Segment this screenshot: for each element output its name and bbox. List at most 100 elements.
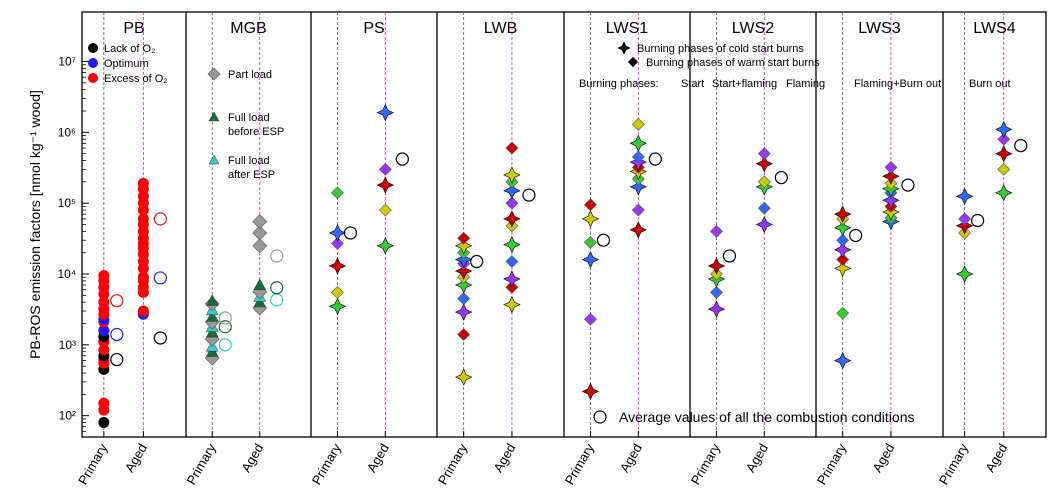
mgb-legend-label: Full load (228, 112, 270, 124)
data-point-lws2-primary (710, 224, 723, 238)
average-marker (110, 294, 124, 308)
y-tick-label: 10⁵ (58, 196, 76, 210)
data-point-ps-aged (376, 103, 395, 122)
y-tick-label: 10⁴ (57, 267, 76, 281)
data-point-lws2-aged (755, 155, 774, 173)
data-point-lws1-primary (584, 312, 597, 326)
y-tick-label: 10² (59, 409, 76, 423)
y-tick-label: 10⁷ (58, 55, 76, 69)
data-point-lwb-aged (503, 295, 521, 314)
data-point-ps-aged (376, 176, 395, 194)
pb-legend-marker (88, 73, 98, 83)
data-point-pb-primary (98, 344, 110, 356)
data-point-lwb-primary (457, 292, 471, 305)
mgb-legend-label: before ESP (228, 126, 284, 138)
x-tick-label: Primary (435, 441, 471, 488)
data-point-lws1-primary (581, 382, 600, 401)
data-point-lws4-aged (997, 132, 1011, 146)
data-point-lws1-primary (581, 250, 600, 269)
data-point-lwb-aged (505, 141, 519, 155)
burn-legend-label: Burning phases of cold start burns (637, 43, 804, 55)
mgb-legend-marker (208, 154, 220, 165)
data-point-lws1-primary (584, 198, 597, 212)
average-marker (971, 213, 985, 228)
warm-start-legend-marker (627, 56, 639, 68)
data-point-pb-primary (98, 270, 110, 282)
data-point-lws2-primary (707, 300, 726, 318)
mgb-legend-marker (207, 67, 221, 81)
average-marker (470, 254, 484, 269)
average-marker (1014, 138, 1028, 153)
data-point-lwb-primary (454, 237, 473, 255)
average-marker (110, 327, 124, 342)
data-point-lws2-aged (757, 147, 771, 161)
average-marker (901, 178, 915, 192)
pb-legend-marker (88, 58, 98, 68)
data-point-lwb-aged (503, 235, 521, 254)
x-tick-label: Aged (238, 441, 266, 475)
data-point-lwb-aged (505, 196, 519, 210)
phase-label: Flaming (786, 78, 825, 90)
data-point-mgb-aged (252, 214, 268, 229)
data-point-lws2-aged (757, 175, 771, 189)
average-marker (722, 249, 737, 263)
x-tick-label: Aged (122, 441, 150, 475)
data-point-lws3-primary (836, 306, 850, 320)
burn-legend-label: Burning phases of warm start burns (646, 57, 820, 69)
x-tick-label: Primary (75, 441, 111, 488)
data-point-lws1-aged (629, 178, 648, 196)
x-tick-label: Primary (183, 441, 219, 488)
data-point-lws3-primary (833, 218, 852, 237)
phases-title: Burning phases: (579, 78, 659, 90)
y-axis-label: PB-ROS emission factors [nmol kg⁻¹ wood] (27, 90, 43, 359)
phase-label: Start (681, 78, 704, 90)
panel-title: LWS3 (858, 20, 900, 37)
data-point-lwb-primary (454, 262, 473, 280)
data-point-lws4-primary (955, 217, 974, 235)
data-point-lws4-primary (958, 212, 972, 226)
data-point-lws3-aged (882, 191, 900, 209)
data-point-mgb-aged (252, 238, 268, 254)
average-marker (270, 249, 284, 263)
data-point-lws3-primary (833, 205, 852, 223)
data-point-lwb-primary (457, 328, 471, 341)
data-point-mgb-primary (205, 310, 219, 322)
data-point-lws3-primary (836, 233, 850, 247)
data-point-pb-aged (137, 190, 149, 202)
data-point-pb-aged (137, 177, 149, 189)
y-tick-label: 10³ (59, 338, 76, 352)
data-point-ps-primary (328, 224, 347, 242)
data-point-lws2-aged (757, 201, 771, 215)
data-point-lws1-aged (629, 221, 648, 239)
average-marker (648, 152, 662, 166)
data-point-lws1-aged (631, 150, 645, 164)
average-marker (270, 293, 284, 307)
data-point-lws4-aged (997, 162, 1011, 176)
data-point-mgb-primary (205, 294, 219, 306)
average-marker (153, 271, 167, 285)
x-tick-label: Aged (982, 441, 1010, 475)
data-point-ps-aged (376, 237, 395, 255)
panel-title: LWS2 (732, 20, 774, 37)
data-point-pb-aged (137, 305, 149, 317)
panel-title: PB (123, 20, 144, 37)
data-point-ps-primary (328, 257, 347, 275)
data-point-lws4-primary (955, 265, 974, 283)
mgb-legend-label: Full load (228, 155, 270, 167)
data-point-lws4-aged (995, 120, 1013, 139)
data-point-lws3-primary (833, 351, 852, 370)
data-point-lws3-aged (882, 167, 900, 185)
data-point-lws4-aged (995, 184, 1013, 202)
data-point-lws1-aged (629, 134, 648, 153)
data-point-lws3-primary (836, 253, 850, 266)
panel-title: LWS1 (606, 20, 648, 37)
data-point-pb-aged (137, 213, 149, 225)
data-point-lwb-primary (454, 250, 473, 269)
pb-legend-label: Optimum (104, 58, 149, 70)
data-point-lwb-aged (503, 210, 521, 228)
data-point-pb-aged (137, 271, 149, 283)
panel-title: PS (363, 20, 384, 37)
pb-legend-label: Lack of O₂ (104, 43, 155, 55)
phase-label: Burn out (969, 78, 1011, 90)
average-marker (395, 152, 409, 166)
